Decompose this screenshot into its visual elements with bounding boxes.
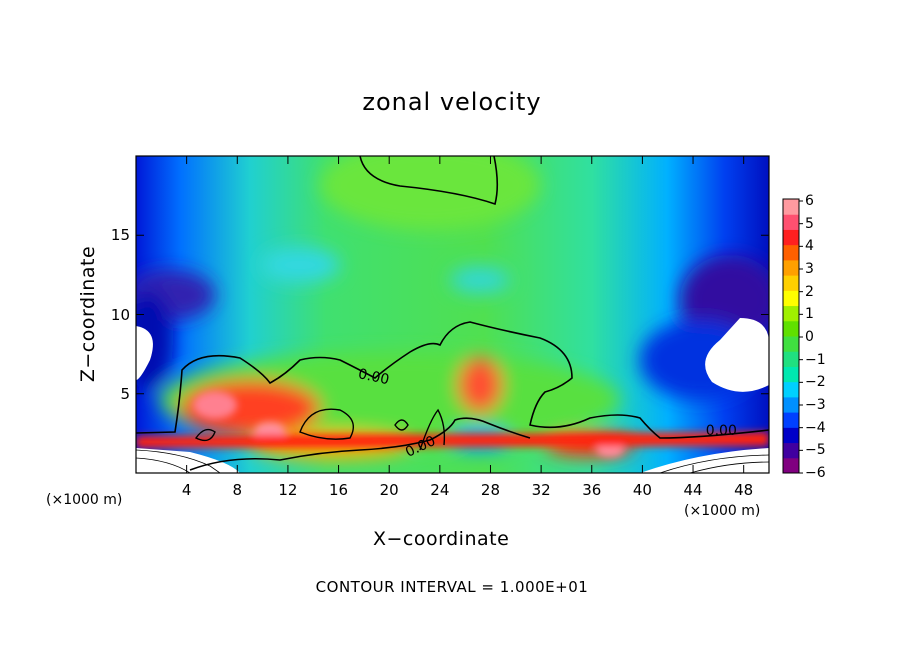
contour-label: 0.00 [706,423,737,439]
x-tick-label: 32 [531,481,551,499]
heatmap-field [136,156,769,473]
colorbar-swatch [783,381,799,398]
x-tick-label: 8 [232,481,243,499]
colorbar-swatch [783,229,799,246]
white-terrain-left [136,448,240,473]
y-tick-label: 5 [120,384,130,403]
colorbar-swatch [783,412,799,428]
colorbar-swatch [783,336,799,352]
colorbar-swatch [783,457,799,474]
terrain-line-right-a [659,454,769,473]
terrain-line-left-a [136,449,221,473]
colorbar [782,198,803,474]
colorbar-label: 1 [805,306,814,323]
colorbar-swatch [783,427,799,444]
colorbar-swatch [783,275,799,291]
x-tick-label: 12 [278,481,298,499]
colorbar-label: −3 [805,397,826,413]
colorbar-label: −5 [805,442,826,459]
colorbar-label: 2 [805,283,814,300]
x-tick-label: 4 [181,481,192,499]
colorbar-swatch [783,305,799,322]
cyan-patch-right [450,266,510,294]
x-tick-label: 40 [632,481,652,499]
terrain-line-right-b [689,461,769,473]
y-axis-label: Z−coordinate [77,245,99,383]
colorbar-label: −4 [805,419,826,436]
upper-green-region [320,156,540,230]
colorbar-label: 4 [805,238,814,255]
red-surface-band [136,432,769,448]
colorbar-swatch [783,244,799,261]
white-terrain-right [640,448,769,473]
x-axis-unit: (×1000 m) [684,503,761,519]
zero-contour-loop-b [394,419,409,431]
contour-label: 0.00 [357,366,391,388]
y-tick-label: 15 [110,226,130,245]
colorbar-label: 5 [805,215,814,232]
zero-contour-loop-c [299,408,354,440]
colorbar-swatch [783,442,799,459]
y-tick-marks [136,234,769,395]
x-tick-label: 16 [329,481,349,499]
white-region-right [705,318,769,392]
colorbar-label: 3 [805,261,814,277]
x-tick-marks [186,156,745,473]
colorbar-swatch [783,199,799,215]
colorbar-swatch [783,290,799,307]
colorbar-label: 0 [805,329,814,345]
colorbar-label: −1 [805,351,826,368]
colorbar-swatch [783,351,799,367]
contour-interval-note: CONTOUR INTERVAL = 1.000E+01 [315,578,589,596]
colorbar-label: 6 [805,193,814,209]
y-tick-label: 10 [110,305,130,324]
y-axis-unit: (×1000 m) [46,492,123,508]
chart-title: zonal velocity [362,88,542,116]
white-region-left [136,326,153,380]
x-tick-label: 36 [582,481,602,499]
zero-contour-loop-a [194,428,216,442]
x-axis-label: X−coordinate [373,528,510,550]
pink-core-left [193,391,237,419]
colorbar-swatch [783,259,799,276]
colorbar-swatch [783,396,799,413]
colorbar-frame [782,198,800,474]
x-tick-label: 44 [683,481,703,499]
colorbar-swatch [783,214,799,230]
colorbar-label: −6 [805,465,826,481]
zero-contour-top [359,156,499,206]
colorbar-swatch [783,366,799,383]
red-patch-center [458,357,502,413]
zero-contour-main [136,321,769,439]
colorbar-label: −2 [805,374,826,391]
x-tick-label: 24 [430,481,450,499]
x-tick-label: 48 [734,481,754,499]
x-tick-label: 28 [480,481,501,499]
zero-contour-loop-d [419,408,446,451]
cyan-patch-left [260,247,340,283]
x-tick-label: 20 [379,481,399,499]
colorbar-swatch [783,320,799,337]
